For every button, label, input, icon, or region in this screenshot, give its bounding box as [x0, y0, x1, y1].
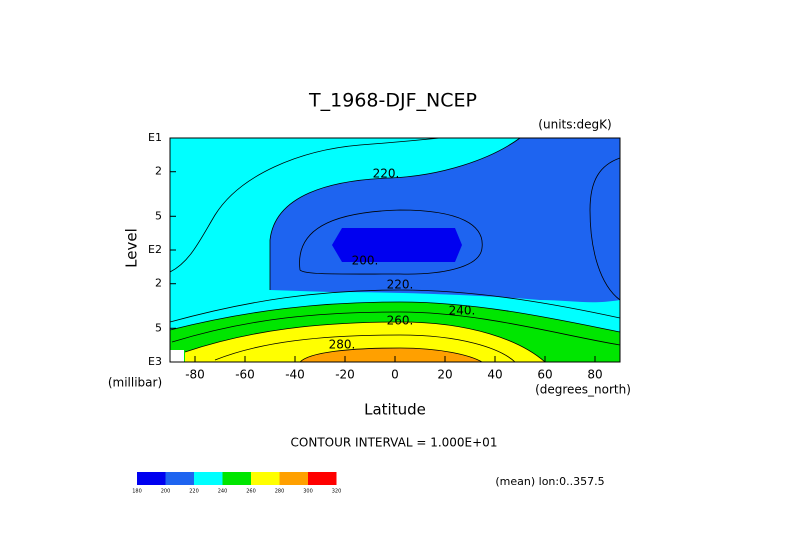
contour-label: 220.	[373, 167, 400, 181]
colorbar-label: 200	[161, 489, 171, 495]
x-tick-label: 20	[437, 368, 452, 382]
y-tick-label: 5	[155, 321, 162, 334]
colorbar-label: 180	[132, 489, 142, 495]
contour-label: 240.	[449, 304, 476, 318]
contour-fills	[170, 138, 620, 362]
x-tick-label: 40	[487, 368, 502, 382]
colorbar-box	[279, 472, 308, 485]
colorbar-box	[308, 472, 337, 485]
colorbar-label: 220	[189, 489, 199, 495]
colorbar-label: 260	[246, 489, 256, 495]
chart-title: T_1968-DJF_NCEP	[308, 90, 477, 112]
contour-label: 280.	[329, 338, 356, 352]
y-tick-label: E2	[148, 243, 162, 256]
colorbar-box	[251, 472, 280, 485]
x-tick-label: -40	[285, 368, 305, 382]
contour-label: 260.	[387, 314, 414, 328]
contour-interval: CONTOUR INTERVAL = 1.000E+01	[291, 436, 498, 450]
contour-label: 220.	[387, 278, 414, 292]
colorbar-box	[137, 472, 166, 485]
missing-data	[170, 350, 184, 362]
y-axis-label: Level	[123, 228, 141, 268]
x-tick-label: 0	[391, 368, 399, 382]
footer-label: (mean) lon:0..357.5	[495, 475, 604, 488]
x-axis-label: Latitude	[364, 401, 426, 419]
units-label: (units:degK)	[538, 118, 611, 132]
colorbar-label: 240	[218, 489, 228, 495]
x-tick-label: -60	[235, 368, 255, 382]
contour-label: 200.	[352, 254, 379, 268]
contour-region	[332, 228, 462, 262]
colorbar-label: 300	[303, 489, 313, 495]
x-tick-label: 60	[537, 368, 552, 382]
y-tick-label: E1	[148, 131, 162, 144]
colorbar-box	[194, 472, 223, 485]
colorbar-label: 320	[332, 489, 342, 495]
x-tick-label: -80	[185, 368, 205, 382]
x-tick-label: 80	[587, 368, 602, 382]
y-tick-label: 5	[155, 209, 162, 222]
y-tick-label: 2	[155, 165, 162, 178]
colorbar-box	[222, 472, 251, 485]
x-unit-label: (degrees_north)	[535, 383, 631, 397]
y-tick-label: 2	[155, 277, 162, 290]
colorbar-box	[165, 472, 194, 485]
contour-lines	[169, 137, 621, 363]
colorbar-label: 280	[275, 489, 285, 495]
y-tick-label: E3	[148, 355, 162, 368]
y-unit-label: (millibar)	[108, 376, 162, 390]
x-tick-label: -20	[335, 368, 355, 382]
contour-region	[185, 322, 545, 362]
